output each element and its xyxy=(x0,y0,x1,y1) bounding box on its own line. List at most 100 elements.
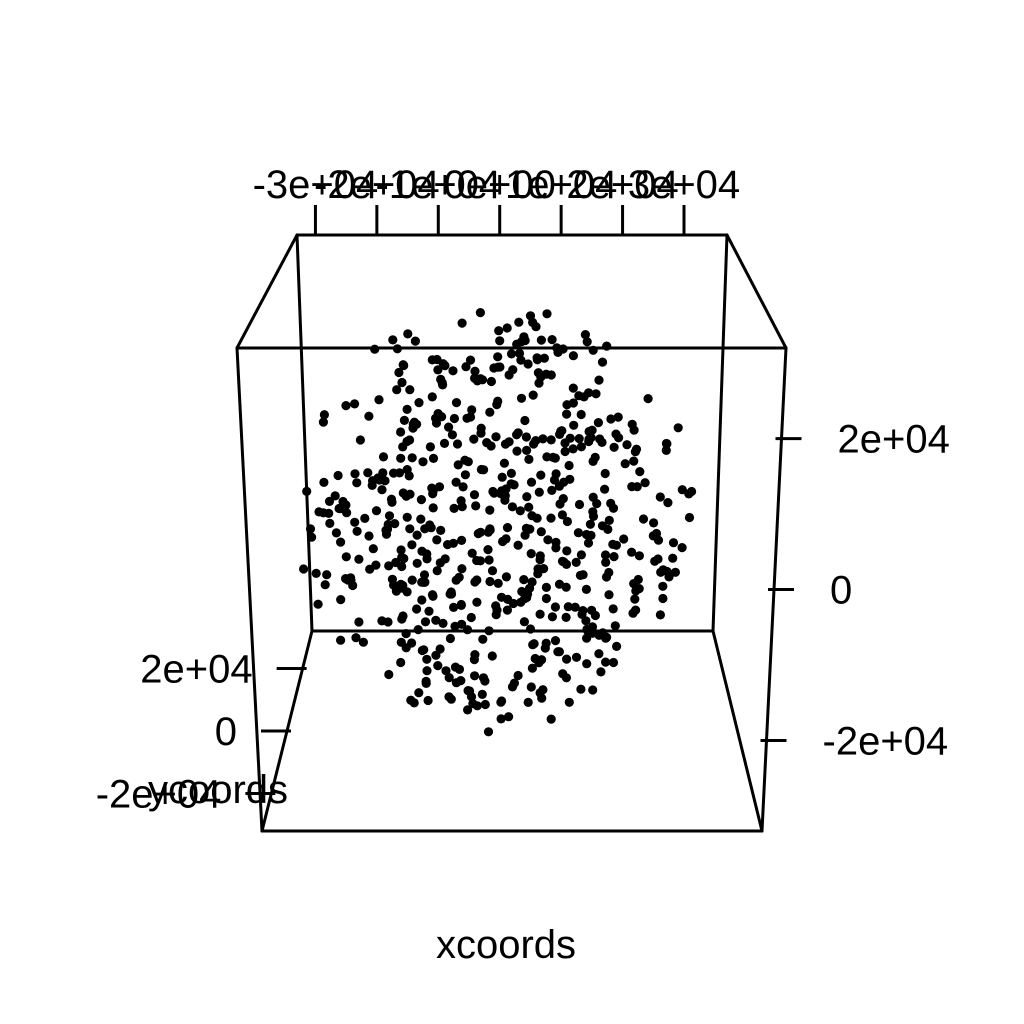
data-point xyxy=(465,686,475,696)
data-point xyxy=(587,628,598,638)
data-point xyxy=(564,697,574,707)
data-point xyxy=(513,540,523,550)
data-point xyxy=(363,468,373,478)
data-point xyxy=(677,543,687,553)
data-point xyxy=(546,714,556,724)
data-point xyxy=(485,524,495,534)
data-point xyxy=(519,617,530,627)
data-point xyxy=(592,499,602,509)
data-point xyxy=(378,468,388,478)
data-point xyxy=(547,612,558,622)
data-point xyxy=(432,535,442,545)
data-point xyxy=(382,524,393,534)
data-point xyxy=(591,389,601,399)
data-point xyxy=(504,712,514,722)
data-point xyxy=(514,317,524,327)
data-point xyxy=(457,318,467,328)
data-point xyxy=(557,510,568,520)
data-point xyxy=(483,727,494,737)
data-point xyxy=(606,414,616,424)
data-point xyxy=(333,470,343,481)
data-point xyxy=(407,540,417,550)
data-point xyxy=(576,442,587,452)
data-point xyxy=(451,398,462,408)
data-point xyxy=(525,624,536,634)
data-point xyxy=(536,470,546,480)
data-point xyxy=(602,632,612,643)
data-point xyxy=(445,589,455,599)
data-point xyxy=(394,367,404,378)
data-point xyxy=(634,551,645,561)
axis-box xyxy=(235,233,788,833)
data-point xyxy=(462,413,472,423)
data-point xyxy=(444,422,454,432)
data-point xyxy=(299,564,309,574)
data-point xyxy=(534,658,544,668)
data-point xyxy=(314,507,324,517)
data-point xyxy=(588,345,598,355)
data-point xyxy=(528,390,538,400)
data-point xyxy=(336,595,346,605)
data-point xyxy=(460,470,470,480)
data-point xyxy=(523,359,533,369)
data-point xyxy=(325,518,335,529)
data-point xyxy=(396,579,406,590)
data-point xyxy=(529,639,539,649)
data-point xyxy=(496,714,506,724)
data-point xyxy=(506,468,516,478)
data-point xyxy=(414,688,424,698)
data-point xyxy=(568,351,579,361)
data-point xyxy=(662,439,672,449)
data-point xyxy=(313,599,323,609)
data-point xyxy=(463,457,473,467)
data-point xyxy=(377,616,387,626)
data-point xyxy=(487,566,498,576)
data-point xyxy=(524,454,534,464)
data-point xyxy=(421,678,431,689)
data-point xyxy=(580,330,591,340)
data-point xyxy=(486,376,496,387)
x-tick-label: -3e+04 xyxy=(253,163,379,207)
data-point xyxy=(661,445,671,455)
data-point xyxy=(604,515,614,526)
data-point xyxy=(597,357,608,367)
data-point xyxy=(412,604,422,614)
data-point xyxy=(472,701,482,711)
data-point xyxy=(512,446,522,456)
data-point xyxy=(402,512,412,522)
data-point xyxy=(368,544,378,554)
data-point xyxy=(506,349,517,359)
data-point xyxy=(594,649,604,659)
data-point xyxy=(608,539,618,550)
data-point xyxy=(428,485,438,495)
data-point xyxy=(465,355,476,365)
data-point xyxy=(354,554,364,564)
data-point xyxy=(613,412,623,422)
data-point xyxy=(397,377,407,388)
data-point xyxy=(535,609,545,619)
data-point xyxy=(401,629,411,639)
data-point xyxy=(396,657,406,668)
data-point xyxy=(649,518,659,528)
data-point xyxy=(604,590,614,600)
data-point xyxy=(561,612,571,623)
data-point xyxy=(398,360,408,370)
data-point xyxy=(394,468,405,478)
data-point xyxy=(594,375,604,385)
data-point xyxy=(522,445,532,455)
data-point xyxy=(670,567,681,577)
data-point xyxy=(584,426,594,437)
data-point xyxy=(350,399,360,409)
data-point xyxy=(449,413,459,424)
data-point xyxy=(608,604,618,614)
data-point xyxy=(526,549,536,559)
data-point xyxy=(655,492,665,502)
data-point xyxy=(517,337,527,347)
data-point xyxy=(562,546,572,556)
data-point xyxy=(469,490,480,500)
data-point xyxy=(324,496,335,506)
data-point xyxy=(318,417,328,427)
data-point xyxy=(502,323,512,333)
x-axis-label: xcoords xyxy=(436,923,576,967)
